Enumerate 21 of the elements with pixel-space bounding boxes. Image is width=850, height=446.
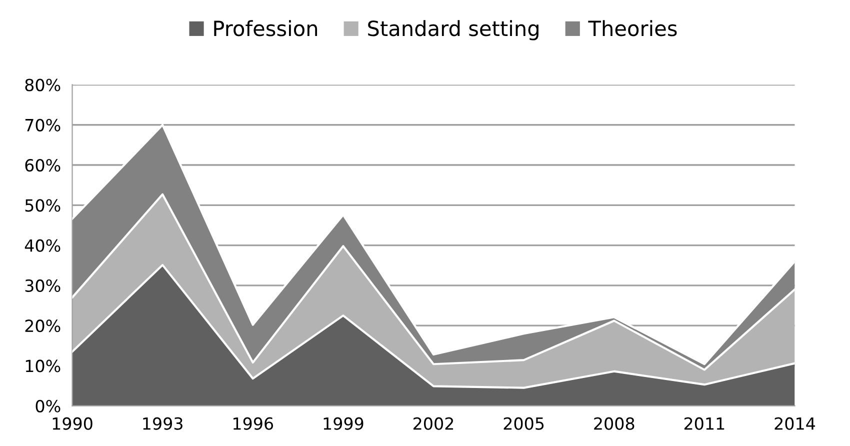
x-tick-label: 1996 xyxy=(233,417,274,430)
legend-label: Theories xyxy=(588,20,677,36)
y-tick-label: 20% xyxy=(25,320,60,332)
y-tick-label: 50% xyxy=(25,199,60,212)
y-tick-label: 80% xyxy=(25,78,60,92)
y-tick-label: 40% xyxy=(24,239,60,252)
y-tick-label: 30% xyxy=(25,279,60,292)
x-tick-label: 2008 xyxy=(594,417,634,430)
legend-label: Standard setting xyxy=(368,20,538,40)
x-tick-label: 2002 xyxy=(414,417,454,430)
y-tick-label: 70% xyxy=(25,118,60,132)
y-tick-label: 10% xyxy=(26,360,60,372)
x-tick-label: 2011 xyxy=(684,417,724,430)
x-tick-label: 2014 xyxy=(774,417,816,430)
y-tick-label: 0% xyxy=(36,400,60,412)
x-tick-label: 1993 xyxy=(143,417,182,430)
x-tick-label: 2005 xyxy=(504,417,544,430)
legend-label: Profession xyxy=(214,20,318,36)
x-tick-label: 1990 xyxy=(52,417,92,430)
x-tick-label: 1999 xyxy=(324,417,364,430)
y-tick-label: 60% xyxy=(25,158,60,172)
